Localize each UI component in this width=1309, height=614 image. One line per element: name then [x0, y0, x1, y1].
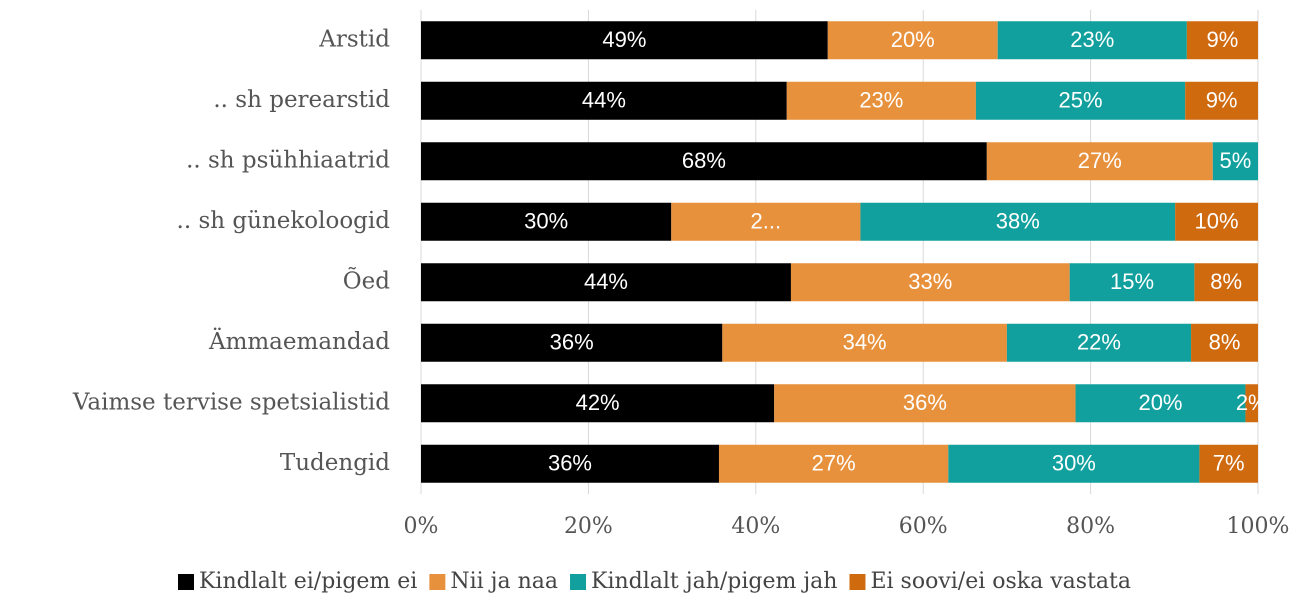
data-label: 49% [602, 27, 646, 52]
bar-segment [421, 444, 719, 483]
data-label: 9% [1206, 88, 1238, 113]
data-label: 8% [1209, 330, 1241, 355]
category-label: Tudengid [280, 450, 390, 476]
bar-segment [1175, 202, 1258, 241]
data-label: 44% [582, 88, 626, 113]
bar-segment [827, 21, 998, 60]
x-tick-label: 60% [899, 514, 948, 539]
data-label: 23% [1070, 27, 1114, 52]
category-label: Ämmaemandad [208, 328, 390, 355]
bar-segment [1199, 444, 1258, 483]
bar-segment [722, 323, 1007, 362]
data-label: 25% [1059, 88, 1103, 113]
bar-segment [421, 384, 775, 423]
legend-swatch [570, 574, 587, 590]
legend-swatch [429, 574, 446, 590]
legend-label: Kindlalt jah/pigem jah [591, 569, 837, 594]
bar-segment [1194, 263, 1258, 302]
data-label: 20% [1138, 390, 1182, 415]
bar-segment [421, 263, 791, 302]
bar-segment [997, 21, 1187, 60]
legend-swatch [178, 574, 194, 590]
category-label: Vaimse tervise spetsialistid [72, 389, 390, 415]
data-label: 38% [996, 209, 1040, 234]
data-label: 5% [1220, 148, 1252, 173]
category-label: Õed [343, 266, 390, 294]
data-label: 7% [1213, 451, 1245, 476]
x-tick-label: 40% [731, 514, 780, 539]
data-label: 33% [908, 269, 952, 294]
data-label: 36% [548, 451, 592, 476]
bar-segment [786, 81, 976, 120]
data-label: 42% [576, 390, 620, 415]
data-label: 8% [1210, 269, 1242, 294]
bar-segment [421, 21, 828, 60]
data-label: 20% [891, 27, 935, 52]
data-label: 23% [859, 88, 903, 113]
bar-segment [774, 384, 1076, 423]
bar-segment [421, 142, 987, 181]
data-label: 36% [903, 390, 947, 415]
data-label: 9% [1207, 27, 1239, 52]
data-label: 68% [682, 148, 726, 173]
legend-label: Kindlalt ei/pigem ei [199, 569, 417, 594]
data-label: 30% [1052, 451, 1096, 476]
bar-segment [1069, 263, 1195, 302]
bar-segment [718, 444, 949, 483]
bar-segment [975, 81, 1186, 120]
data-label: 27% [1078, 148, 1122, 173]
data-label: 2% [1236, 390, 1268, 415]
bar-segment [1075, 384, 1246, 423]
data-label: 10% [1195, 209, 1239, 234]
legend-label: Ei soovi/ei oska vastata [870, 569, 1131, 594]
data-label: 22% [1077, 330, 1121, 355]
bar-segment [1006, 323, 1192, 362]
legend-swatch [849, 574, 866, 590]
category-label: .. sh perearstid [213, 87, 390, 113]
bar-segment [421, 202, 672, 241]
data-label: 2... [751, 209, 782, 234]
bar-segment [1186, 21, 1258, 60]
data-label: 27% [812, 451, 856, 476]
bar-segment [1245, 384, 1258, 423]
x-tick-label: 0% [404, 514, 439, 539]
bar-segment [671, 202, 861, 241]
bar-segment [860, 202, 1176, 241]
data-label: 15% [1110, 269, 1154, 294]
data-label: 34% [843, 330, 887, 355]
legend-label: Nii ja naa [450, 569, 558, 594]
legend: Kindlalt ei/pigem ei Nii ja naa Kindlalt j… [178, 569, 1131, 594]
category-label: Arstid [318, 26, 390, 52]
bar-segment [1191, 323, 1258, 362]
x-tick-label: 100% [1227, 514, 1290, 539]
bar-segment [1212, 142, 1258, 181]
data-label: 36% [550, 330, 594, 355]
x-tick-label: 80% [1066, 514, 1115, 539]
category-label: .. sh günekoloogid [177, 208, 391, 234]
bar-segment [948, 444, 1200, 483]
bar-segment [986, 142, 1213, 181]
data-label: 44% [584, 269, 628, 294]
bar-segment [421, 323, 723, 362]
bar-segment [421, 81, 787, 120]
bar-segment [790, 263, 1070, 302]
bar-segment [1185, 81, 1258, 120]
category-label: .. sh psühhiaatrid [186, 147, 390, 173]
data-label: 30% [524, 209, 568, 234]
x-tick-label: 20% [564, 514, 613, 539]
